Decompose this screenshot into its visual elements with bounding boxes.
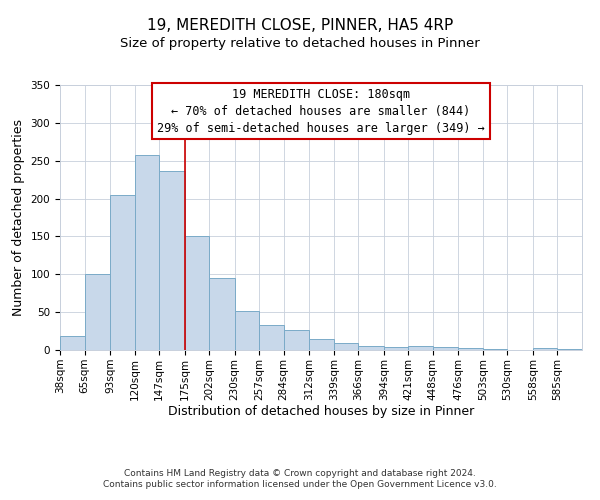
Text: 19 MEREDITH CLOSE: 180sqm
← 70% of detached houses are smaller (844)
29% of semi: 19 MEREDITH CLOSE: 180sqm ← 70% of detac…	[157, 88, 485, 134]
Bar	[159, 172, 185, 350]
Bar	[384, 347, 409, 350]
Bar	[483, 349, 508, 350]
Bar	[85, 274, 110, 350]
Bar	[334, 343, 358, 350]
Bar	[458, 348, 483, 350]
X-axis label: Distribution of detached houses by size in Pinner: Distribution of detached houses by size …	[168, 406, 474, 418]
Bar	[358, 346, 384, 350]
Bar	[60, 336, 85, 350]
Y-axis label: Number of detached properties: Number of detached properties	[12, 119, 25, 316]
Text: Size of property relative to detached houses in Pinner: Size of property relative to detached ho…	[120, 38, 480, 51]
Bar	[284, 330, 309, 350]
Bar	[110, 195, 134, 350]
Bar	[533, 348, 557, 350]
Text: Contains HM Land Registry data © Crown copyright and database right 2024.: Contains HM Land Registry data © Crown c…	[124, 468, 476, 477]
Bar	[309, 338, 334, 350]
Bar	[185, 236, 209, 350]
Bar	[557, 349, 582, 350]
Bar	[235, 310, 259, 350]
Bar	[209, 278, 235, 350]
Bar	[259, 325, 284, 350]
Bar	[134, 154, 159, 350]
Bar	[409, 346, 433, 350]
Bar	[433, 347, 458, 350]
Text: Contains public sector information licensed under the Open Government Licence v3: Contains public sector information licen…	[103, 480, 497, 489]
Text: 19, MEREDITH CLOSE, PINNER, HA5 4RP: 19, MEREDITH CLOSE, PINNER, HA5 4RP	[147, 18, 453, 32]
